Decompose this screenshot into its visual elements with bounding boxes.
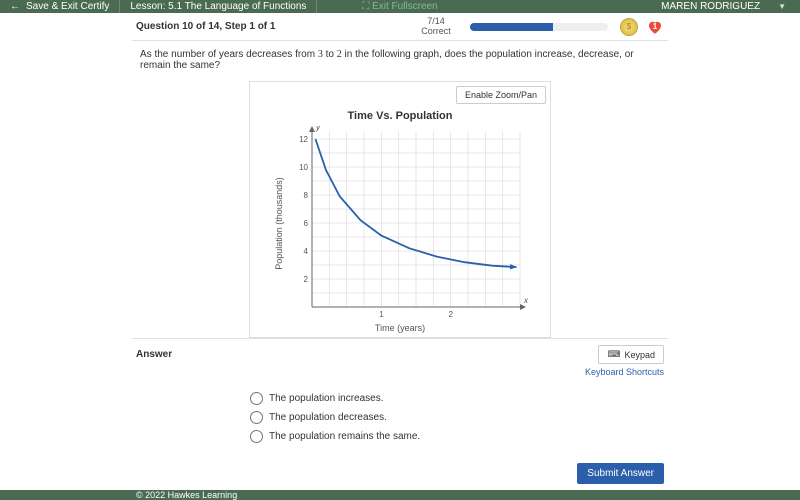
chart-plot: xy1224681012Population (thousands): [270, 126, 530, 321]
top-bar: ← Save & Exit Certify Lesson: 5.1 The La…: [0, 0, 800, 13]
svg-text:6: 6: [304, 219, 309, 228]
user-menu[interactable]: MAREN RODRIGUEZ ▼: [647, 0, 800, 13]
question-number: Question 10 of 14, Step 1 of 1: [132, 21, 410, 32]
exit-fullscreen-link[interactable]: ⛶ Exit Fullscreen: [362, 1, 437, 12]
svg-text:Population (thousands): Population (thousands): [274, 177, 284, 270]
progress-bar: [470, 23, 608, 31]
submit-answer-button[interactable]: Submit Answer: [577, 463, 664, 484]
save-exit-button[interactable]: ← Save & Exit Certify: [0, 0, 120, 13]
answer-option[interactable]: The population remains the same.: [250, 430, 550, 443]
user-name: MAREN RODRIGUEZ: [661, 1, 760, 12]
answer-header: Answer ⌨ Keypad: [132, 338, 668, 364]
answer-radio[interactable]: [250, 430, 263, 443]
svg-text:12: 12: [299, 135, 308, 144]
back-arrow-icon: ←: [10, 1, 20, 12]
answer-option[interactable]: The population decreases.: [250, 411, 550, 424]
keyboard-shortcuts-link[interactable]: Keyboard Shortcuts: [585, 367, 664, 377]
heart-icon: 1: [646, 18, 664, 36]
answer-option-label: The population increases.: [269, 393, 384, 404]
svg-text:4: 4: [304, 247, 309, 256]
copyright: © 2022 Hawkes Learning: [132, 490, 668, 500]
svg-text:1: 1: [379, 310, 384, 319]
svg-text:2: 2: [304, 275, 309, 284]
answer-option-label: The population decreases.: [269, 412, 387, 423]
chart-title: Time Vs. Population: [250, 110, 550, 122]
svg-text:2: 2: [448, 310, 453, 319]
answer-radio[interactable]: [250, 392, 263, 405]
coin-icon: $: [620, 18, 638, 36]
question-header: Question 10 of 14, Step 1 of 1 7/14 Corr…: [132, 13, 668, 41]
question-text: As the number of years decreases from 3 …: [132, 41, 668, 73]
svg-text:x: x: [523, 296, 529, 305]
answer-option[interactable]: The population increases.: [250, 392, 550, 405]
chart-container: Enable Zoom/Pan Time Vs. Population xy12…: [249, 81, 551, 338]
svg-text:10: 10: [299, 163, 308, 172]
keypad-button[interactable]: ⌨ Keypad: [598, 345, 664, 364]
heart-count: 1: [653, 22, 657, 31]
fullscreen-icon: ⛶: [362, 1, 372, 12]
footer: © 2022 Hawkes Learning: [0, 490, 800, 500]
answer-title: Answer: [136, 349, 598, 360]
chevron-down-icon: ▼: [778, 2, 786, 11]
svg-text:8: 8: [304, 191, 309, 200]
enable-zoom-button[interactable]: Enable Zoom/Pan: [456, 86, 546, 104]
save-exit-label: Save & Exit Certify: [26, 1, 109, 12]
keypad-icon: ⌨: [607, 349, 620, 360]
progress-counter: 7/14 Correct: [410, 17, 462, 37]
answer-radio[interactable]: [250, 411, 263, 424]
answer-options: The population increases. The population …: [132, 378, 668, 459]
answer-option-label: The population remains the same.: [269, 431, 420, 442]
lesson-title: Lesson: 5.1 The Language of Functions: [120, 0, 317, 13]
svg-text:y: y: [315, 126, 321, 132]
chart-xlabel: Time (years): [250, 323, 550, 333]
